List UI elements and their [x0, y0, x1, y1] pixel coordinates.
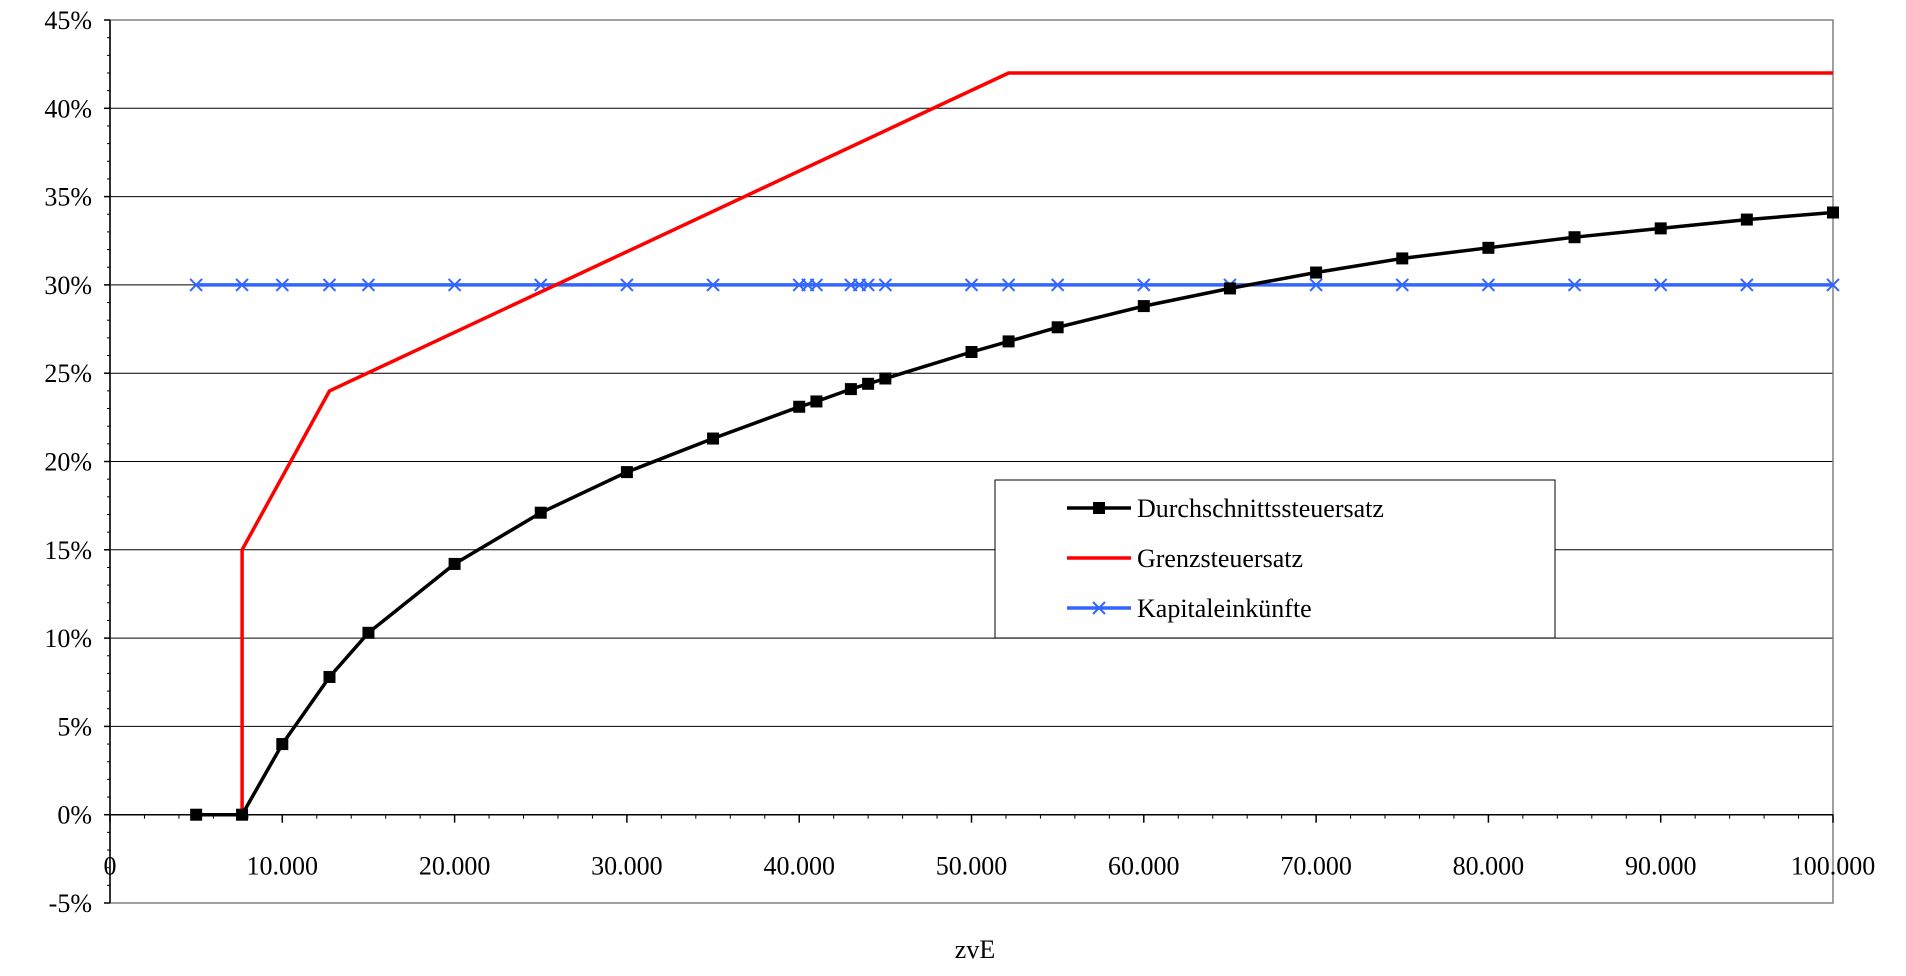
x-tick-label: 30.000	[591, 852, 663, 881]
y-axis-tick-labels: -5% 0% 5% 10% 15% 20% 25% 30% 35% 40% 45%	[44, 6, 92, 918]
data-point-durchschnittssteuersatz	[1740, 213, 1753, 226]
legend-item: Kapitaleinkünfte	[1067, 594, 1312, 623]
x-tick-label: 70.000	[1280, 852, 1352, 881]
data-point-durchschnittssteuersatz	[1310, 266, 1323, 279]
data-point-durchschnittssteuersatz	[862, 377, 875, 390]
data-point-durchschnittssteuersatz	[1568, 231, 1581, 244]
x-tick-label: 80.000	[1453, 852, 1525, 881]
data-point-durchschnittssteuersatz	[707, 432, 720, 445]
data-point-durchschnittssteuersatz	[236, 808, 249, 821]
data-point-kapitaleink-nfte	[1826, 278, 1840, 292]
y-tick-label: -5%	[49, 889, 92, 918]
x-tick-label: 0	[104, 852, 117, 881]
data-point-durchschnittssteuersatz	[1827, 206, 1839, 219]
data-point-durchschnittssteuersatz	[448, 557, 461, 570]
y-tick-label: 45%	[44, 6, 92, 35]
data-point-kapitaleink-nfte	[1653, 278, 1668, 292]
legend-label: Durchschnittssteuersatz	[1137, 494, 1384, 523]
x-tick-label: 10.000	[247, 852, 319, 881]
data-point-kapitaleink-nfte	[1137, 278, 1151, 292]
data-point-durchschnittssteuersatz	[323, 670, 336, 683]
data-point-kapitaleink-nfte	[1740, 278, 1754, 292]
x-tick-label: 20.000	[419, 852, 491, 881]
data-point-kapitaleink-nfte	[620, 278, 634, 292]
data-point-durchschnittssteuersatz	[1396, 252, 1409, 265]
legend-item: Grenzsteuersatz	[1067, 544, 1303, 573]
data-point-kapitaleink-nfte	[235, 278, 249, 292]
y-tick-label: 40%	[44, 94, 92, 123]
data-point-kapitaleink-nfte	[878, 278, 893, 292]
data-point-kapitaleink-nfte	[1050, 278, 1065, 292]
x-tick-label: 90.000	[1625, 852, 1697, 881]
y-tick-label: 30%	[44, 271, 92, 300]
data-point-durchschnittssteuersatz	[1482, 241, 1495, 254]
data-point-kapitaleink-nfte	[1481, 278, 1496, 292]
data-point-durchschnittssteuersatz	[620, 466, 633, 479]
data-point-kapitaleink-nfte	[447, 278, 462, 292]
x-tick-label: 40.000	[763, 852, 835, 881]
y-tick-label: 15%	[44, 536, 92, 565]
data-point-kapitaleink-nfte	[275, 278, 290, 292]
legend: Durchschnittssteuersatz Grenzsteuersatz Ka…	[994, 479, 1556, 639]
data-point-durchschnittssteuersatz	[879, 372, 892, 385]
data-point-kapitaleink-nfte	[189, 278, 203, 292]
legend-item: Durchschnittssteuersatz	[1067, 494, 1384, 523]
data-point-kapitaleink-nfte	[1395, 278, 1409, 292]
axes	[104, 19, 1834, 904]
series-layer	[189, 71, 1840, 821]
series-durchschnittssteuersatz	[190, 206, 1839, 821]
data-point-durchschnittssteuersatz	[1137, 300, 1150, 313]
data-point-durchschnittssteuersatz	[1654, 222, 1667, 235]
x-tick-label: 50.000	[936, 852, 1008, 881]
data-point-kapitaleink-nfte	[964, 278, 979, 292]
data-point-kapitaleink-nfte	[706, 278, 720, 292]
data-point-durchschnittssteuersatz	[844, 383, 857, 396]
y-tick-label: 25%	[44, 359, 92, 388]
data-point-durchschnittssteuersatz	[362, 626, 375, 639]
data-point-kapitaleink-nfte	[1567, 278, 1582, 292]
legend-marker	[1092, 601, 1106, 615]
y-tick-label: 35%	[44, 183, 92, 212]
data-point-durchschnittssteuersatz	[1051, 321, 1064, 334]
data-point-durchschnittssteuersatz	[793, 400, 806, 413]
data-point-kapitaleink-nfte	[322, 278, 337, 292]
y-tick-label: 20%	[44, 448, 92, 477]
data-point-durchschnittssteuersatz	[534, 506, 547, 519]
legend-marker	[1093, 502, 1105, 514]
legend-label: Kapitaleinkünfte	[1137, 594, 1312, 623]
x-axis-tick-labels: 0 10.000 20.000 30.000 40.000 50.000 60.000 70.…	[104, 852, 1876, 881]
x-tick-label: 100.000	[1791, 852, 1876, 881]
x-tick-label: 60.000	[1108, 852, 1180, 881]
data-point-kapitaleink-nfte	[1001, 278, 1016, 292]
data-point-durchschnittssteuersatz	[190, 808, 203, 821]
data-point-durchschnittssteuersatz	[1002, 335, 1015, 348]
legend-label: Grenzsteuersatz	[1137, 544, 1303, 573]
data-point-durchschnittssteuersatz	[276, 738, 289, 751]
y-tick-label: 10%	[44, 624, 92, 653]
data-point-kapitaleink-nfte	[361, 278, 376, 292]
y-tick-label: 0%	[57, 801, 92, 830]
series-line-durchschnittssteuersatz	[196, 210, 1834, 817]
data-point-kapitaleink-nfte	[1309, 278, 1323, 292]
y-tick-label: 5%	[57, 712, 92, 741]
data-point-durchschnittssteuersatz	[1223, 282, 1236, 295]
data-point-durchschnittssteuersatz	[810, 395, 823, 408]
x-axis-title: zvE	[955, 935, 995, 964]
data-point-durchschnittssteuersatz	[965, 346, 978, 359]
data-point-kapitaleink-nfte	[861, 278, 875, 292]
data-point-kapitaleink-nfte	[809, 278, 824, 292]
